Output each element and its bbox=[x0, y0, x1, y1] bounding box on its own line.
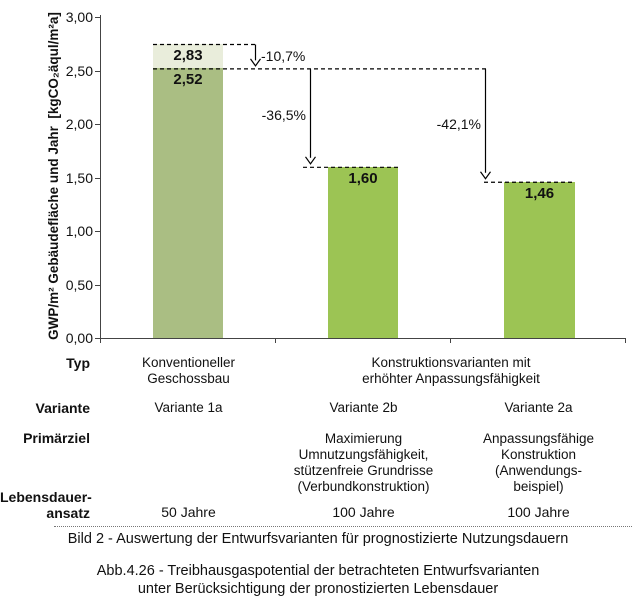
x-tick-mark bbox=[450, 338, 451, 343]
y-tick-label: 0,00 bbox=[65, 330, 93, 346]
figure-caption-bild2: Bild 2 - Auswertung der Entwurfsvariante… bbox=[67, 531, 569, 547]
variante-cell-2: Variante 2b bbox=[329, 400, 398, 415]
row-header-variante: Variante bbox=[35, 400, 90, 416]
typ-cell-konstruktionsvarianten: Konstruktionsvarianten mit erhöhter Anpa… bbox=[362, 355, 540, 386]
variante-cell-1: Variante 1a bbox=[154, 400, 223, 415]
primaerziel-cell-3: Anpassungsfähige Konstruktion (Anwendung… bbox=[482, 431, 595, 494]
y-tick-mark bbox=[95, 338, 100, 339]
y-tick-label: 0,50 bbox=[65, 277, 93, 293]
y-tick-mark bbox=[95, 71, 100, 72]
y-tick-label: 2,00 bbox=[65, 116, 93, 132]
x-tick-mark bbox=[625, 338, 626, 343]
y-tick-mark bbox=[95, 124, 100, 125]
row-header-primaerziel: Primärziel bbox=[23, 430, 90, 446]
bar-value-label: 1,46 bbox=[524, 185, 555, 202]
table-bottom-rule bbox=[54, 526, 632, 527]
bar bbox=[328, 167, 398, 338]
bar-overlay-value-label: 2,83 bbox=[173, 47, 203, 64]
y-tick-label: 1,50 bbox=[65, 170, 93, 186]
lebensdauer-cell-3: 100 Jahre bbox=[507, 504, 570, 520]
bar-value-label: 2,52 bbox=[173, 71, 203, 88]
y-axis-line bbox=[100, 15, 101, 339]
y-tick-label: 2,50 bbox=[65, 63, 93, 79]
bar bbox=[504, 182, 575, 338]
gwp-bar-chart: GWP/m² Gebäudefläche und Jahr [kgCO₂äqul… bbox=[46, 9, 626, 346]
bar-overlay-segment bbox=[153, 44, 223, 68]
typ-cell-variante1a: Konventioneller Geschossbau bbox=[141, 355, 236, 386]
y-tick-mark bbox=[95, 231, 100, 232]
y-tick-mark bbox=[95, 178, 100, 179]
annotation-percent-label: -10,7% bbox=[261, 48, 306, 64]
y-tick-label: 3,00 bbox=[65, 9, 93, 25]
row-header-lebensdauer: Lebensdauer- ansatz bbox=[0, 489, 92, 521]
figure-caption-abb426: Abb.4.26 - Treibhausgaspotential der bet… bbox=[96, 563, 540, 597]
lebensdauer-cell-2: 100 Jahre bbox=[332, 504, 395, 520]
x-tick-mark bbox=[100, 338, 101, 343]
y-tick-mark bbox=[95, 17, 100, 18]
row-header-typ: Typ bbox=[66, 355, 90, 371]
annotation-percent-label: -36,5% bbox=[261, 107, 306, 123]
variante-cell-3: Variante 2a bbox=[504, 400, 573, 415]
x-tick-mark bbox=[275, 338, 276, 343]
primaerziel-cell-2: Maximierung Umnutzungsfähigkeit, stützen… bbox=[293, 431, 434, 494]
bar bbox=[153, 68, 223, 338]
bar-value-label: 1,60 bbox=[348, 170, 378, 187]
annotation-percent-label: -42,1% bbox=[436, 116, 481, 132]
lebensdauer-cell-1: 50 Jahre bbox=[161, 504, 216, 520]
y-tick-label: 1,00 bbox=[65, 223, 93, 239]
x-axis-line bbox=[97, 338, 626, 339]
y-tick-mark bbox=[95, 285, 100, 286]
